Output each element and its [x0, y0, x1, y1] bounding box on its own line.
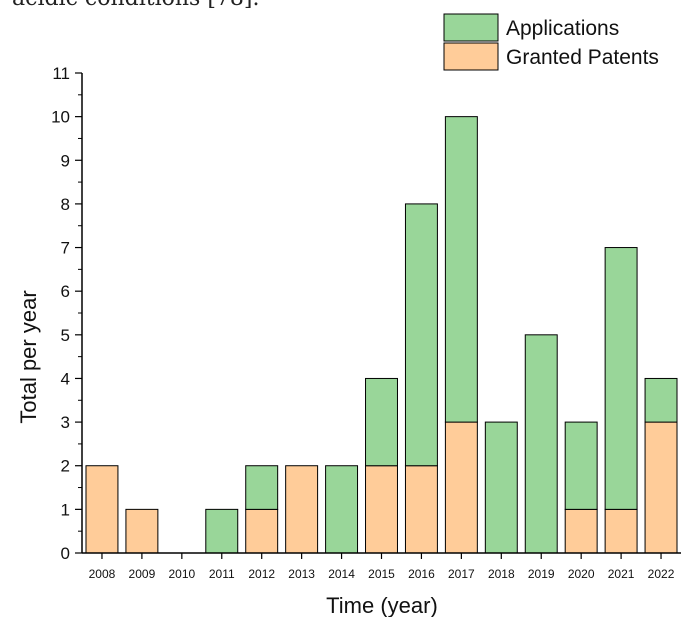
bar-granted-patents-2017 [444, 421, 478, 554]
x-axis-title: Time (year) [326, 593, 438, 617]
legend-swatch-granted-patents [443, 42, 499, 71]
y-tick-label: 8 [61, 195, 70, 214]
ticks-group: 0 1 2 3 4 5 6 7 8 9 10 11 2008 2009 2010 2011 2012 2013 20… [51, 64, 675, 581]
y-tick-label: 1 [61, 500, 70, 519]
x-tick-label: 2020 [568, 567, 595, 581]
x-tick-label: 2009 [129, 567, 156, 581]
x-tick-label: 2021 [608, 567, 635, 581]
page-body-text: acidic conditions [78]. [12, 0, 260, 11]
y-tick-label: 7 [61, 239, 70, 258]
legend-label-granted-patents: Granted Patents [506, 46, 659, 69]
y-tick-label: 4 [61, 369, 70, 388]
x-tick-label: 2015 [368, 567, 395, 581]
bar-applications-2015 [365, 377, 398, 467]
x-tick-label: 2022 [648, 567, 675, 581]
bar-granted-patents-2016 [404, 465, 438, 554]
bars-group [85, 116, 678, 554]
bar-granted-patents-2009 [125, 508, 159, 554]
bar-applications-2014 [325, 465, 359, 554]
bar-granted-patents-2015 [365, 465, 398, 554]
x-tick-label: 2016 [408, 567, 435, 581]
x-tick-label: 2013 [288, 567, 315, 581]
y-axis-title: Total per year [16, 290, 41, 423]
x-tick-label: 2017 [448, 567, 475, 581]
x-tick-label: 2011 [209, 567, 235, 581]
bar-granted-patents-2022 [644, 421, 678, 554]
x-tick-label: 2008 [89, 567, 116, 581]
x-tick-label: 2010 [168, 567, 195, 581]
legend-label-applications: Applications [506, 17, 619, 40]
bar-granted-patents-2012 [245, 508, 279, 554]
x-tick-label: 2012 [248, 567, 275, 581]
y-tick-label: 9 [61, 151, 70, 170]
y-tick-label: 10 [51, 108, 70, 127]
bar-applications-2021 [604, 247, 638, 510]
bar-applications-2019 [524, 334, 558, 554]
y-tick-label: 5 [61, 326, 70, 345]
bar-applications-2018 [484, 421, 518, 554]
legend-swatch-applications [443, 13, 499, 42]
bar-granted-patents-2020 [564, 508, 598, 554]
bar-applications-2011 [205, 508, 239, 554]
x-tick-label: 2014 [328, 567, 355, 581]
y-tick-label: 0 [61, 544, 70, 563]
bar-applications-2012 [245, 465, 279, 510]
y-tick-label: 3 [61, 413, 70, 432]
x-tick-label: 2018 [488, 567, 515, 581]
bar-applications-2017 [444, 116, 478, 423]
x-tick-label: 2019 [528, 567, 555, 581]
bar-granted-patents-2008 [85, 465, 119, 554]
bar-granted-patents-2013 [285, 465, 319, 554]
bar-applications-2016 [404, 203, 438, 467]
bar-applications-2020 [564, 421, 598, 510]
y-tick-label: 2 [61, 457, 70, 476]
bar-granted-patents-2021 [604, 508, 638, 554]
y-tick-label: 6 [61, 282, 70, 301]
bar-applications-2022 [644, 377, 678, 423]
y-tick-label: 11 [52, 64, 70, 83]
legend: Applications Granted Patents [443, 13, 659, 71]
